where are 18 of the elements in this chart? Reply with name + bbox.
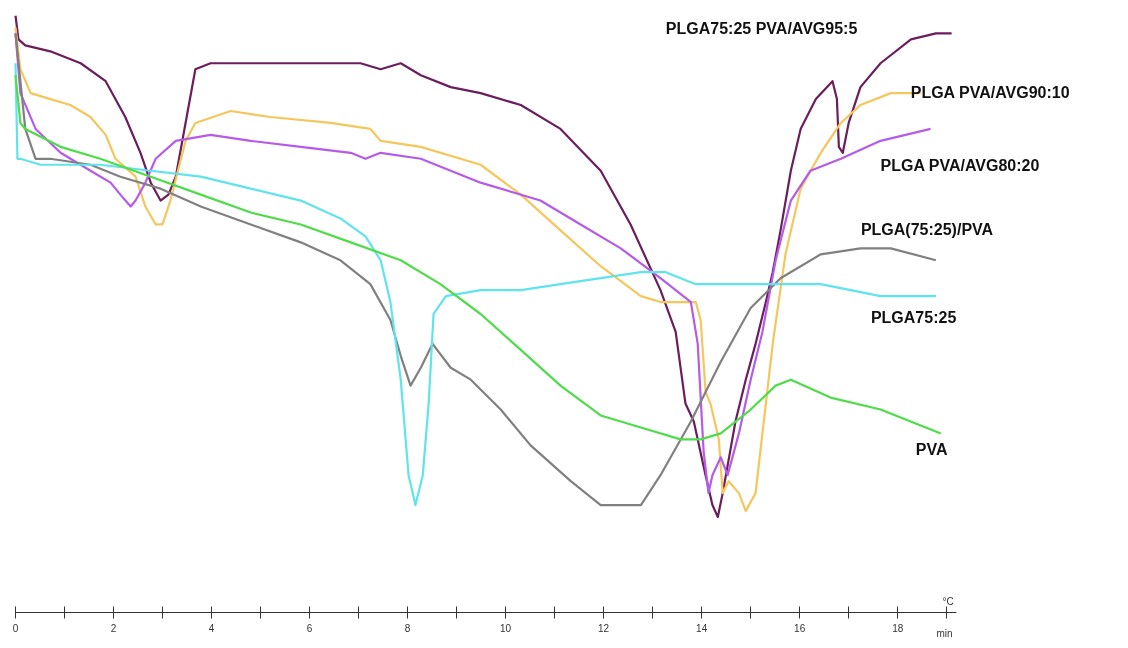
series-label: PLGA PVA/AVG90:10 [910,84,1070,102]
text: min [936,627,953,639]
x-tick-label: 0 [12,622,19,634]
x-tick-label: 6 [306,622,313,634]
x-tick-label: 14 [696,622,708,634]
x-tick-label: 4 [208,622,215,634]
series-label: PLGA(75:25)/PVA [860,221,994,239]
x-tick-label: 10 [500,622,512,634]
series-label: PLGA PVA/AVG80:20 [880,156,1040,174]
text: PLGA75:25 PVA/AVG95:5 [665,20,858,38]
x-tick-label: 18 [892,622,904,634]
x-tick-label: 16 [794,622,806,634]
annotation: °C [942,595,954,607]
series-label: PVA [915,441,948,459]
x-tick-label: 12 [598,622,610,634]
x-tick-label: 8 [404,622,411,634]
series-label: PLGA75:25 [870,309,957,327]
x-tick-label: 2 [110,622,117,634]
